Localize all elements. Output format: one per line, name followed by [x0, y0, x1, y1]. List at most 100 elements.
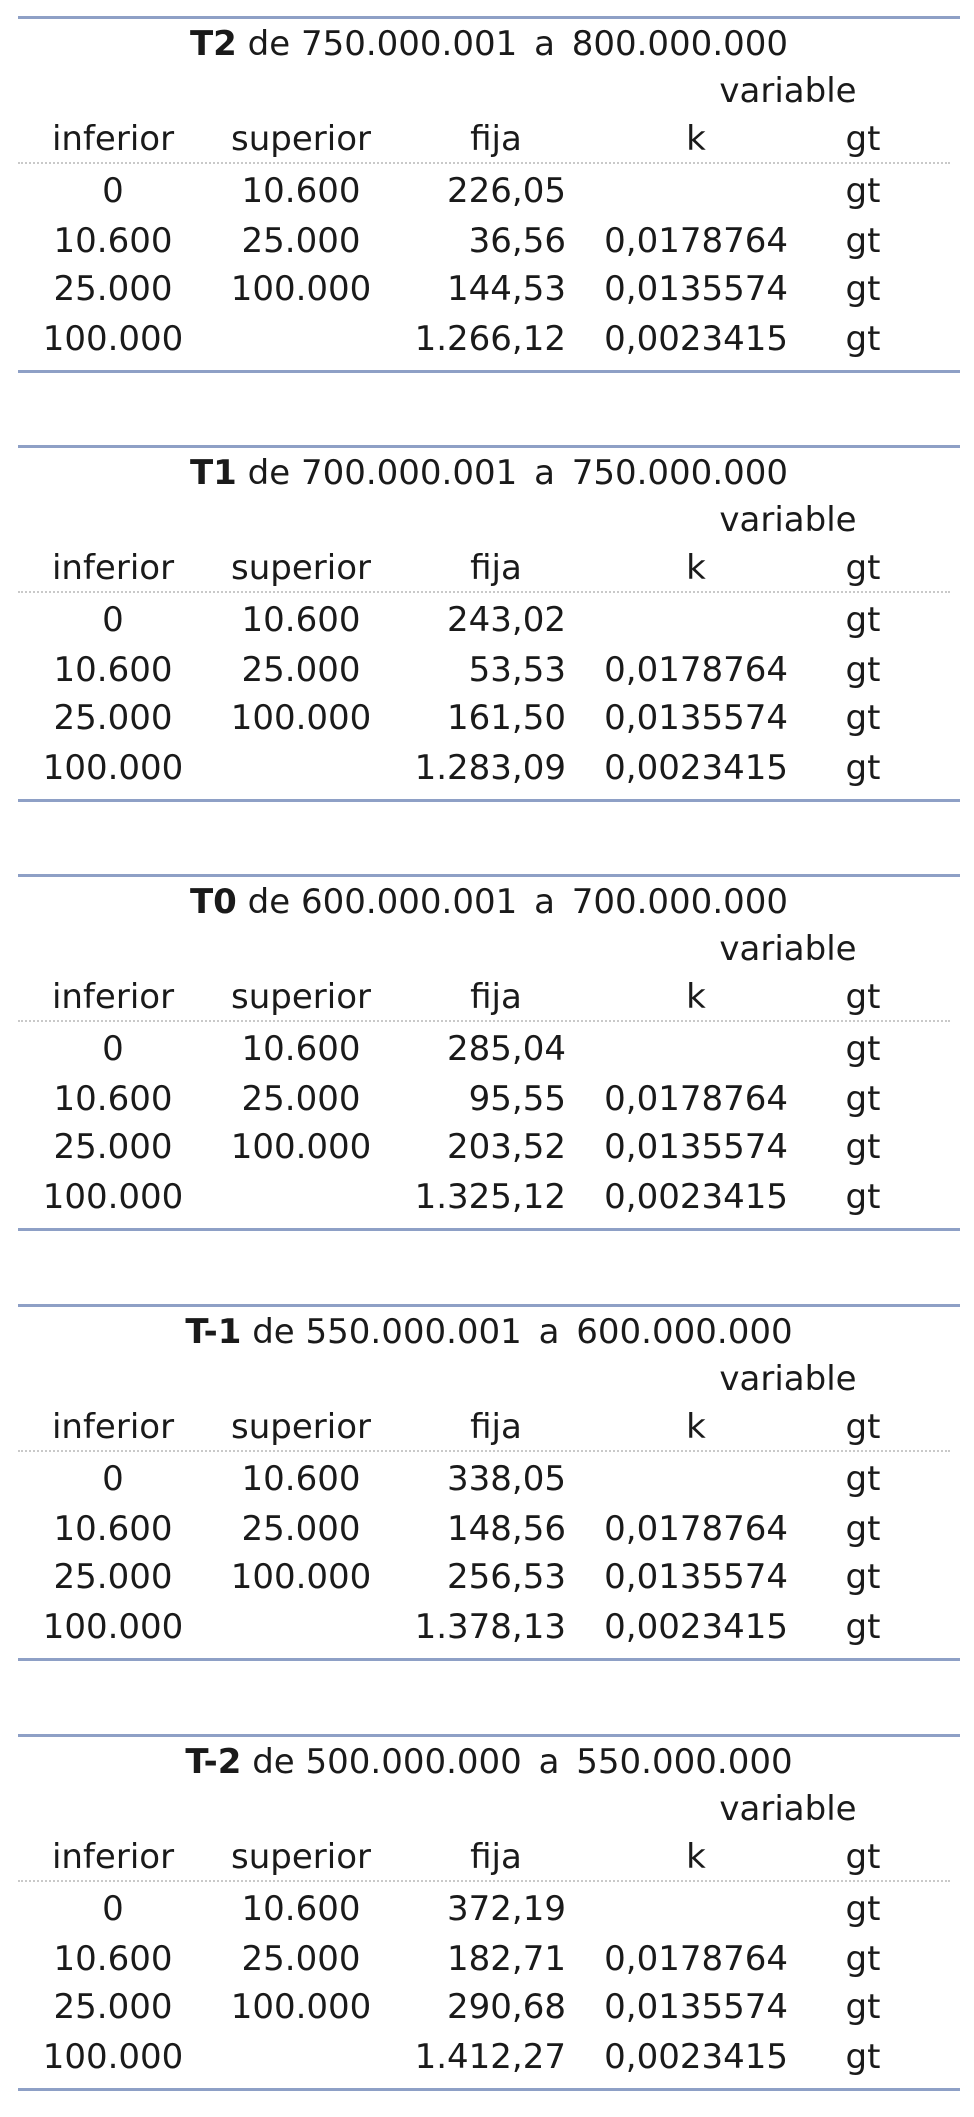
variable-label: variable [719, 71, 857, 111]
table-bottom-rule [18, 1658, 960, 1661]
cell-gt: gt [845, 748, 881, 788]
cell-gt: gt [845, 1607, 881, 1647]
cell-superior [206, 743, 396, 793]
cell-superior: 100.000 [230, 1557, 372, 1597]
table-row: 100.000 1.283,09 0,0023415 gt [18, 743, 960, 793]
cell-gt: gt [845, 600, 881, 640]
table-row: 100.000 1.266,12 0,0023415 gt [18, 314, 960, 364]
header-inferior: inferior [51, 119, 175, 159]
cell-superior: 25.000 [241, 1509, 361, 1549]
column-header-row: inferior superior fija k gt [18, 1402, 960, 1452]
table-code: T-1 [185, 1312, 242, 1352]
cell-gt: gt [845, 1177, 881, 1217]
cell-fija: 243,02 [447, 600, 566, 640]
to-label: a [538, 1312, 560, 1352]
header-inferior: inferior [51, 1837, 175, 1877]
variable-label: variable [719, 1789, 857, 1829]
column-header-row: inferior superior fija k gt [18, 543, 960, 593]
cell-gt: gt [845, 1509, 881, 1549]
from-label: de [252, 1742, 295, 1782]
range-to: 700.000.000 [571, 882, 789, 922]
cell-gt: gt [845, 269, 881, 309]
range-from: 600.000.001 [300, 882, 518, 922]
table-code: T2 [189, 24, 237, 64]
table-row: 100.000 1.378,13 0,0023415 gt [18, 1602, 960, 1652]
tariff-table-t1: T1 de 700.000.001 a 750.000.000 variable… [18, 445, 960, 802]
tariff-table-t-minus-1: T-1 de 550.000.001 a 600.000.000 variabl… [18, 1304, 960, 1661]
cell-superior: 25.000 [241, 221, 361, 261]
cell-gt: gt [845, 319, 881, 359]
cell-inferior: 10.600 [53, 1939, 173, 1979]
cell-inferior: 100.000 [42, 748, 184, 788]
from-label: de [247, 24, 291, 64]
table-bottom-rule [18, 370, 960, 373]
cell-gt: gt [845, 650, 881, 690]
cell-fija: 256,53 [447, 1557, 566, 1597]
cell-k: 0,0178764 [604, 221, 788, 261]
cell-k: 0,0023415 [604, 1607, 788, 1647]
cell-gt: gt [845, 1939, 881, 1979]
cell-superior: 10.600 [241, 171, 361, 211]
cell-inferior: 10.600 [53, 221, 173, 261]
from-label: de [247, 453, 291, 493]
cell-inferior: 0 [102, 171, 124, 211]
from-label: de [252, 1312, 295, 1352]
cell-inferior: 0 [102, 1889, 124, 1929]
variable-header-row: variable [18, 495, 960, 545]
tariff-table-t-minus-2: T-2 de 500.000.000 a 550.000.000 variabl… [18, 1734, 960, 2091]
cell-inferior: 100.000 [42, 1177, 184, 1217]
cell-fija: 161,50 [447, 698, 566, 738]
table-top-rule [18, 874, 960, 877]
header-fija: fija [470, 1837, 522, 1877]
cell-k: 0,0178764 [604, 1939, 788, 1979]
cell-superior [206, 1602, 396, 1652]
cell-inferior: 10.600 [53, 1509, 173, 1549]
cell-superior: 25.000 [241, 1939, 361, 1979]
to-label: a [538, 1742, 560, 1782]
column-header-row: inferior superior fija k gt [18, 114, 960, 164]
table-row: 0 10.600 243,02 gt [18, 595, 960, 645]
cell-gt: gt [845, 1889, 881, 1929]
cell-superior [206, 2032, 396, 2082]
cell-k: 0,0135574 [604, 1557, 788, 1597]
header-gt: gt [845, 119, 881, 159]
table-bottom-rule [18, 1228, 960, 1231]
cell-gt: gt [845, 1987, 881, 2027]
header-fija: fija [470, 119, 522, 159]
table-top-rule [18, 1734, 960, 1737]
cell-k: 0,0023415 [604, 1177, 788, 1217]
cell-k: 0,0135574 [604, 1987, 788, 2027]
range-from: 500.000.000 [305, 1742, 522, 1782]
range-to: 800.000.000 [571, 24, 789, 64]
cell-k: 0,0023415 [604, 319, 788, 359]
table-row: 25.000 100.000 256,53 0,0135574 gt [18, 1552, 960, 1602]
cell-inferior: 10.600 [53, 1079, 173, 1119]
cell-k: 0,0178764 [604, 1509, 788, 1549]
cell-k: 0,0023415 [604, 748, 788, 788]
cell-superior: 10.600 [241, 1029, 361, 1069]
cell-superior: 100.000 [230, 269, 372, 309]
table-bottom-rule [18, 2088, 960, 2091]
cell-inferior: 25.000 [53, 269, 173, 309]
range-to: 600.000.000 [576, 1312, 793, 1352]
cell-superior [206, 314, 396, 364]
header-fija: fija [470, 548, 522, 588]
header-inferior: inferior [51, 548, 175, 588]
cell-inferior: 0 [102, 1029, 124, 1069]
table-row: 0 10.600 338,05 gt [18, 1454, 960, 1504]
cell-fija: 148,56 [447, 1509, 566, 1549]
cell-fija: 226,05 [447, 171, 566, 211]
table-row: 100.000 1.412,27 0,0023415 gt [18, 2032, 960, 2082]
header-k: k [686, 1837, 706, 1877]
table-row: 25.000 100.000 290,68 0,0135574 gt [18, 1982, 960, 2032]
cell-fija: 1.266,12 [414, 319, 566, 359]
cell-k: 0,0135574 [604, 698, 788, 738]
cell-fija: 372,19 [447, 1889, 566, 1929]
cell-fija: 203,52 [447, 1127, 566, 1167]
cell-inferior: 100.000 [42, 319, 184, 359]
table-row: 10.600 25.000 95,55 0,0178764 gt [18, 1074, 960, 1124]
cell-k: 0,0023415 [604, 2037, 788, 2077]
cell-superior: 100.000 [230, 1987, 372, 2027]
header-superior: superior [231, 1407, 371, 1447]
